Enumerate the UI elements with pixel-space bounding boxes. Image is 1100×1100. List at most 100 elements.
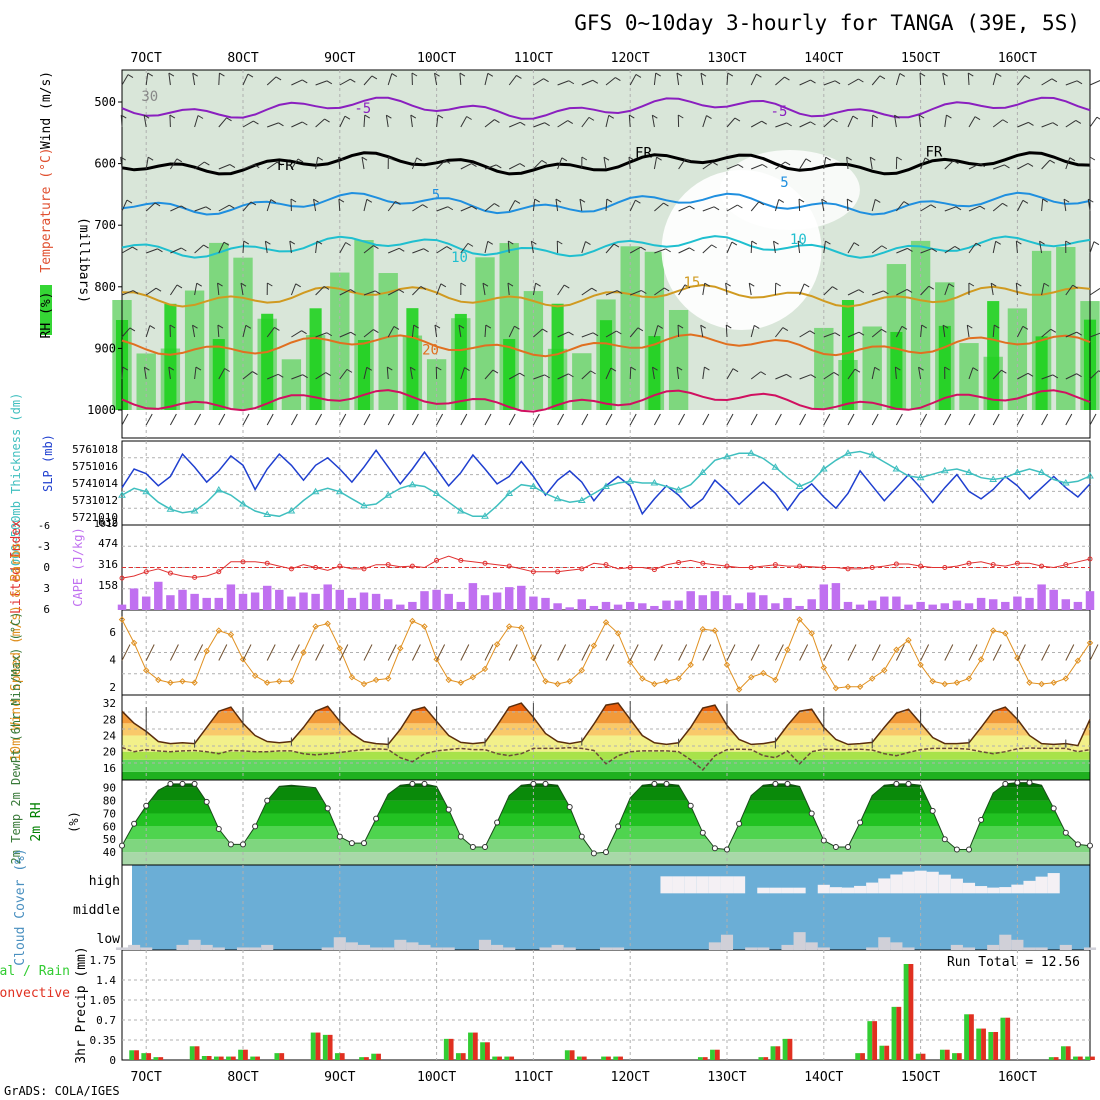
rh-cell-high xyxy=(987,301,1000,410)
upper-wind-barb xyxy=(266,161,278,170)
wind-speed-line xyxy=(121,618,1091,691)
surface-wind-barb xyxy=(799,413,807,426)
upper-wind-barb xyxy=(267,122,279,128)
surface-wind-barb xyxy=(557,644,567,661)
thickness-point xyxy=(650,479,659,486)
surface-wind-barb xyxy=(532,644,542,661)
precip-convective-bar xyxy=(194,1046,200,1060)
wind-speed-point xyxy=(663,678,670,685)
upper-wind-barb xyxy=(143,115,147,128)
upper-wind-barb xyxy=(121,327,131,338)
upper-wind-barb-flag xyxy=(712,161,718,166)
temp-tick-label: 20 xyxy=(103,746,116,759)
surface-wind-barb xyxy=(339,413,347,426)
upper-wind-barb xyxy=(386,366,389,380)
thickness-point xyxy=(795,482,804,489)
top-x-tick-label: 12OCT xyxy=(611,51,650,66)
upper-wind-barb-flag xyxy=(437,114,444,119)
upper-wind-barb xyxy=(218,241,225,254)
rh2m-point xyxy=(953,846,960,853)
slp-tick-label: 1010 xyxy=(92,511,119,524)
precip-legend-total: Total / Rain xyxy=(0,964,70,979)
rh2m-point xyxy=(131,820,138,827)
upper-wind-barb-flag xyxy=(217,324,224,329)
thickness-point xyxy=(1086,472,1094,479)
rh2m-axis-label: 2m RH xyxy=(29,802,44,841)
lifted-index-point xyxy=(918,563,924,569)
temp-tick-label: 28 xyxy=(103,713,116,726)
upper-wind-barb-flag xyxy=(494,119,500,124)
cape-bar xyxy=(819,584,829,610)
cape-bar xyxy=(456,601,466,610)
precip-total-bar xyxy=(201,1056,207,1060)
precip-total-bar xyxy=(770,1046,776,1060)
surface-wind-barb xyxy=(895,644,905,661)
precip-total-bar xyxy=(274,1053,280,1060)
precip-total-bar xyxy=(976,1028,982,1060)
precip-total-bar xyxy=(455,1053,461,1060)
precip-convective-bar xyxy=(1065,1046,1071,1060)
upper-wind-barb-flag xyxy=(881,245,888,250)
cloud-low-bar xyxy=(236,947,250,950)
upper-wind-barb xyxy=(484,119,495,128)
upper-wind-barb xyxy=(363,290,376,296)
upper-wind-barb-flag xyxy=(122,366,129,371)
upper-wind-barb-flag xyxy=(192,72,198,77)
surface-wind-barb xyxy=(895,413,903,426)
upper-wind-barb-flag xyxy=(874,198,881,203)
cape-bar xyxy=(335,589,345,610)
rh2m-point xyxy=(227,841,234,848)
cape-bar xyxy=(867,600,877,610)
upper-wind-barb xyxy=(557,157,563,170)
upper-wind-barb xyxy=(775,161,786,170)
upper-wind-barb-flag xyxy=(786,122,792,127)
upper-wind-barb-flag xyxy=(652,114,658,119)
upper-wind-barb-flag xyxy=(471,163,477,168)
upper-wind-barb-flag xyxy=(833,371,840,376)
pressure-tick-label: 700 xyxy=(94,218,116,232)
upper-wind-barb-flag xyxy=(918,114,925,119)
thickness-point xyxy=(360,501,368,509)
surface-wind-barb xyxy=(436,413,444,426)
cloud-low-bar xyxy=(357,944,371,950)
lifted-tick-label: -3 xyxy=(37,540,50,553)
upper-wind-barb-flag xyxy=(713,206,720,211)
cape-bar xyxy=(420,591,429,610)
precip-convective-bar xyxy=(376,1053,381,1060)
rh-cell-high xyxy=(648,336,661,410)
isotherm-line xyxy=(121,151,1091,176)
precip-total-bar xyxy=(226,1056,231,1060)
cloud-level-label: high xyxy=(89,874,120,889)
rh-fill-band xyxy=(122,813,1090,827)
wind-speed-point xyxy=(469,673,477,681)
upper-wind-barb-flag xyxy=(534,198,540,203)
upper-wind-barb xyxy=(460,163,472,170)
upper-wind-barb xyxy=(315,241,318,254)
upper-wind-barb xyxy=(120,114,123,128)
upper-wind-barb-flag xyxy=(613,243,620,248)
rh2m-point xyxy=(1074,841,1081,848)
lifted-index-point xyxy=(1014,560,1020,566)
lifted-index-point xyxy=(313,565,319,570)
surface-wind-barb xyxy=(290,644,300,661)
lifted-index-point xyxy=(119,575,125,581)
surface-wind-barb xyxy=(774,644,784,661)
upper-wind-barb-flag xyxy=(434,324,441,329)
wind-axis-label: Wind (m/s) xyxy=(39,71,54,149)
temp-fill-band xyxy=(122,759,1090,772)
precip-legend-convective: Convective xyxy=(0,986,70,1001)
upper-wind-barb xyxy=(170,205,182,212)
bottom-x-tick-label: 14OCT xyxy=(804,1070,843,1085)
temp-fill-band xyxy=(122,751,1090,760)
rh-cell-high xyxy=(503,338,516,410)
upper-wind-barb xyxy=(143,367,147,380)
surface-wind-barb xyxy=(1041,413,1049,426)
wind-speed-point xyxy=(832,684,840,692)
panel-frame-cross_section xyxy=(121,69,1091,439)
precip-convective-bar xyxy=(763,1057,769,1060)
surface-wind-barb xyxy=(315,644,325,661)
upper-wind-barb xyxy=(411,157,418,170)
wind-speed-point xyxy=(203,647,210,655)
upper-wind-barb-flag xyxy=(810,374,817,379)
upper-wind-barb-flag xyxy=(847,198,853,203)
